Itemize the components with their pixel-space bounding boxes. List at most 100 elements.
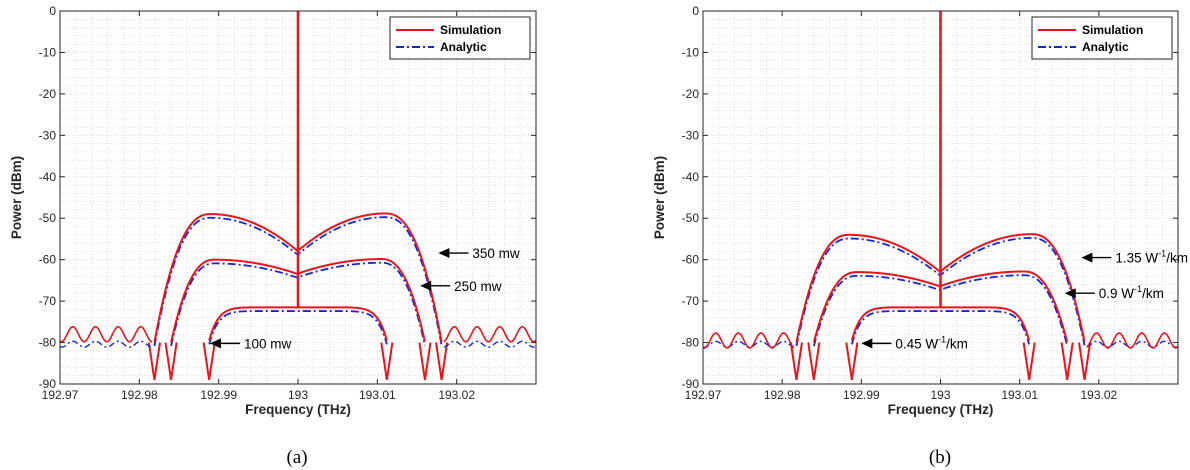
x-tick-label: 193: [930, 388, 950, 402]
y-tick-label: -90: [39, 377, 57, 391]
panel-label: (a): [286, 447, 307, 468]
notch-dip: [147, 342, 161, 381]
notch-dip: [807, 342, 821, 381]
y-tick-label: -70: [682, 294, 700, 308]
annotation-main: 0.45 W: [895, 336, 938, 351]
annotation-1: 0.9 W-1/km: [1064, 284, 1164, 301]
x-axis-label: Frequency (THz): [888, 402, 994, 417]
legend: Simulation Analytic: [389, 16, 531, 60]
y-tick-label: -50: [39, 211, 57, 225]
analytic-noise-floor: [443, 340, 536, 348]
simulation-noise-floor: [1086, 332, 1178, 349]
annotation-0: 350 mw: [438, 246, 520, 261]
y-tick-label: -60: [682, 253, 700, 267]
annotation-main: 1.35 W: [1115, 251, 1158, 266]
analytic-curve-2: [851, 310, 1030, 345]
analytic-curve-2: [208, 310, 388, 345]
notch-dip: [845, 342, 859, 381]
simulation-noise-floor: [703, 332, 795, 349]
legend-simulation-label: Simulation: [1082, 23, 1143, 37]
annotation-sup: -1: [1158, 249, 1166, 259]
simulation-noise-floor: [60, 326, 153, 343]
arrow-head: [420, 280, 432, 291]
notch-dip: [202, 342, 216, 381]
y-tick-label: -30: [39, 128, 57, 142]
x-axis-label: Frequency (THz): [245, 402, 351, 417]
notch-dip: [1078, 342, 1092, 381]
annotation-main: 0.9 W: [1099, 286, 1135, 301]
notch-dip: [435, 342, 449, 381]
panel-label: (b): [929, 447, 951, 468]
x-tick-label: 192.99: [200, 388, 237, 402]
y-tick-label: -80: [39, 336, 57, 350]
y-tick-label: -80: [682, 336, 700, 350]
legend-analytic-label: Analytic: [440, 40, 487, 54]
y-tick-label: -10: [39, 45, 57, 59]
legend-box: [1031, 16, 1173, 60]
y-axis-label: Power (dBm): [9, 156, 24, 239]
notch-dip: [164, 342, 178, 381]
x-tick-label: 193.01: [359, 388, 396, 402]
x-tick-label: 192.98: [764, 388, 801, 402]
x-tick-label: 192.99: [843, 388, 880, 402]
x-tick-label: 192.97: [685, 388, 722, 402]
x-tick-label: 193: [288, 388, 308, 402]
arrow-head: [861, 338, 873, 349]
annotation-label: 0.45 W-1/km: [895, 334, 968, 351]
notch-dip: [1060, 342, 1074, 381]
y-tick-label: -30: [682, 128, 700, 142]
y-tick-label: -20: [682, 87, 700, 101]
annotation-tail: /km: [1166, 251, 1188, 266]
y-tick-label: -10: [682, 45, 700, 59]
simulation-curve-2: [208, 306, 388, 341]
curves: [703, 11, 1178, 381]
curves: [60, 11, 536, 381]
annotation-label: 350 mw: [472, 246, 520, 261]
y-tick-label: -90: [682, 377, 700, 391]
y-tick-label: -40: [682, 170, 700, 184]
legend-analytic-label: Analytic: [1082, 40, 1129, 54]
x-tick-label: 193.01: [1001, 388, 1038, 402]
annotation-0: 1.35 W-1/km: [1081, 249, 1188, 266]
y-axis-label: Power (dBm): [652, 156, 667, 239]
annotation-label: 100 mw: [244, 336, 292, 351]
y-tick-label: 0: [692, 4, 699, 18]
axes-frame: [702, 10, 1179, 385]
legend: Simulation Analytic: [1031, 16, 1173, 60]
y-tick-label: -40: [39, 170, 57, 184]
annotation-tail: /km: [946, 336, 968, 351]
annotation-label: 0.9 W-1/km: [1099, 284, 1164, 301]
arrow-head: [209, 338, 221, 349]
simulation-curve-2: [850, 306, 1031, 341]
annotation-label: 1.35 W-1/km: [1115, 249, 1188, 266]
analytic-noise-floor: [60, 340, 153, 348]
y-tick-label: -20: [39, 87, 57, 101]
arrow-head: [1081, 252, 1093, 263]
simulation-noise-floor: [443, 326, 536, 343]
arrow-head: [438, 248, 450, 259]
x-tick-label: 192.98: [121, 388, 158, 402]
legend-box: [389, 16, 531, 60]
notch-dip: [789, 342, 803, 381]
x-tick-label: 193.02: [438, 388, 475, 402]
notch-dip: [1022, 342, 1036, 381]
annotation-1: 250 mw: [420, 279, 502, 294]
notch-dip: [418, 342, 432, 381]
x-tick-label: 193.02: [1080, 388, 1117, 402]
y-tick-label: 0: [49, 4, 56, 18]
annotation-2: 0.45 W-1/km: [861, 334, 968, 351]
legend-simulation-label: Simulation: [440, 23, 501, 37]
notch-dip: [380, 342, 394, 381]
arrow-head: [1064, 288, 1076, 299]
axes-frame: [59, 10, 537, 385]
chart-panel-a: 192.97 192.98 192.99 193 193.01 193.02 0 -10 -20…: [9, 4, 537, 468]
y-tick-label: -70: [39, 294, 57, 308]
annotation-label: 250 mw: [454, 279, 502, 294]
y-tick-label: -60: [39, 253, 57, 267]
x-tick-label: 192.97: [42, 388, 79, 402]
annotation-2: 100 mw: [209, 336, 292, 351]
chart-panel-b: 192.97 192.98 192.99 193 193.01 193.02 0 -10 -20…: [652, 4, 1188, 468]
y-tick-label: -50: [682, 211, 700, 225]
annotation-tail: /km: [1142, 286, 1164, 301]
